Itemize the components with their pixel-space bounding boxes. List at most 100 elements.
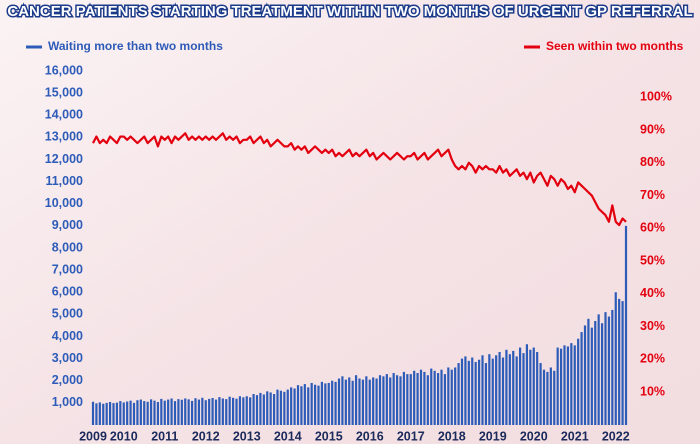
bar bbox=[430, 368, 433, 425]
bar bbox=[419, 369, 423, 425]
y-tick-label: 1,000 bbox=[52, 395, 83, 409]
bar bbox=[590, 327, 593, 425]
bar bbox=[460, 358, 464, 425]
bar bbox=[577, 338, 580, 425]
bar bbox=[351, 380, 354, 425]
bar bbox=[413, 370, 416, 425]
bar bbox=[525, 344, 529, 425]
bar bbox=[358, 378, 361, 425]
bar bbox=[279, 390, 283, 425]
bar bbox=[187, 399, 190, 425]
bar bbox=[242, 397, 245, 425]
bar bbox=[440, 369, 443, 425]
bar bbox=[119, 401, 122, 425]
y2-tick-label: 70% bbox=[640, 188, 665, 202]
bar bbox=[112, 403, 115, 425]
y-tick-label: 4,000 bbox=[52, 329, 83, 343]
bar bbox=[331, 380, 334, 425]
bar bbox=[484, 363, 488, 425]
bar bbox=[102, 403, 105, 425]
bar bbox=[136, 400, 139, 425]
x-tick-label: 2020 bbox=[520, 429, 548, 443]
bar bbox=[512, 350, 515, 425]
bar bbox=[344, 379, 347, 425]
y-tick-label: 12,000 bbox=[45, 152, 83, 166]
bar bbox=[235, 398, 238, 425]
bar bbox=[426, 375, 429, 425]
bar bbox=[180, 399, 183, 425]
bar bbox=[471, 357, 474, 425]
bar bbox=[553, 370, 556, 425]
bar bbox=[208, 398, 211, 425]
bar bbox=[378, 375, 382, 425]
bar bbox=[454, 367, 457, 425]
bar bbox=[218, 397, 221, 425]
bar bbox=[406, 374, 409, 425]
bar bbox=[221, 398, 224, 425]
bar bbox=[177, 399, 180, 425]
x-tick-label: 2010 bbox=[110, 429, 138, 443]
bar bbox=[515, 356, 518, 425]
y-tick-label: 15,000 bbox=[45, 85, 83, 99]
bar bbox=[570, 343, 573, 425]
bar bbox=[91, 401, 95, 425]
y2-tick-label: 10% bbox=[640, 385, 665, 399]
bar bbox=[286, 389, 289, 425]
bar bbox=[122, 402, 125, 425]
bar bbox=[290, 387, 293, 425]
bar bbox=[156, 401, 160, 425]
bar bbox=[129, 400, 132, 425]
bar bbox=[416, 373, 419, 425]
bar bbox=[573, 345, 576, 425]
bar bbox=[231, 397, 235, 425]
x-tick-label: 2019 bbox=[479, 429, 507, 443]
chart-title: CANCER PATIENTS STARTING TREATMENT WITHI… bbox=[7, 3, 692, 20]
bar bbox=[249, 397, 252, 425]
bar bbox=[443, 374, 447, 425]
y-tick-label: 5,000 bbox=[52, 307, 83, 321]
bar bbox=[132, 402, 136, 425]
bar bbox=[368, 379, 371, 425]
x-tick-label: 2013 bbox=[233, 429, 261, 443]
bar bbox=[433, 370, 436, 425]
bar bbox=[508, 354, 511, 425]
x-tick-label: 2014 bbox=[274, 429, 302, 443]
bar bbox=[259, 392, 262, 425]
y2-tick-label: 80% bbox=[640, 155, 665, 169]
bar bbox=[149, 399, 153, 425]
y2-tick-label: 40% bbox=[640, 286, 665, 300]
bar bbox=[115, 402, 119, 425]
bar bbox=[450, 369, 453, 425]
bar bbox=[474, 361, 477, 425]
bar bbox=[481, 355, 484, 425]
bar bbox=[604, 312, 607, 425]
y-tick-label: 3,000 bbox=[52, 351, 83, 365]
bar bbox=[211, 398, 214, 425]
bar bbox=[228, 396, 231, 425]
bar bbox=[495, 355, 498, 425]
bar bbox=[559, 348, 563, 425]
bar bbox=[409, 374, 412, 425]
bar bbox=[348, 377, 351, 425]
bar bbox=[594, 321, 597, 425]
legend-label: Waiting more than two months bbox=[48, 39, 223, 53]
bar bbox=[95, 403, 98, 425]
bar bbox=[491, 358, 494, 425]
bar bbox=[447, 367, 450, 425]
bar bbox=[583, 325, 587, 425]
y2-tick-label: 90% bbox=[640, 122, 665, 136]
y-tick-label: 10,000 bbox=[45, 196, 83, 210]
bar bbox=[255, 395, 259, 425]
bar bbox=[214, 399, 218, 425]
bar bbox=[382, 376, 385, 425]
bar bbox=[501, 357, 505, 425]
bar bbox=[587, 318, 590, 425]
bar bbox=[542, 369, 546, 425]
y-tick-label: 9,000 bbox=[52, 218, 83, 232]
y2-tick-label: 100% bbox=[640, 90, 672, 104]
bar bbox=[436, 373, 440, 425]
y2-tick-label: 60% bbox=[640, 221, 665, 235]
bar bbox=[296, 385, 300, 425]
bar bbox=[505, 349, 508, 425]
